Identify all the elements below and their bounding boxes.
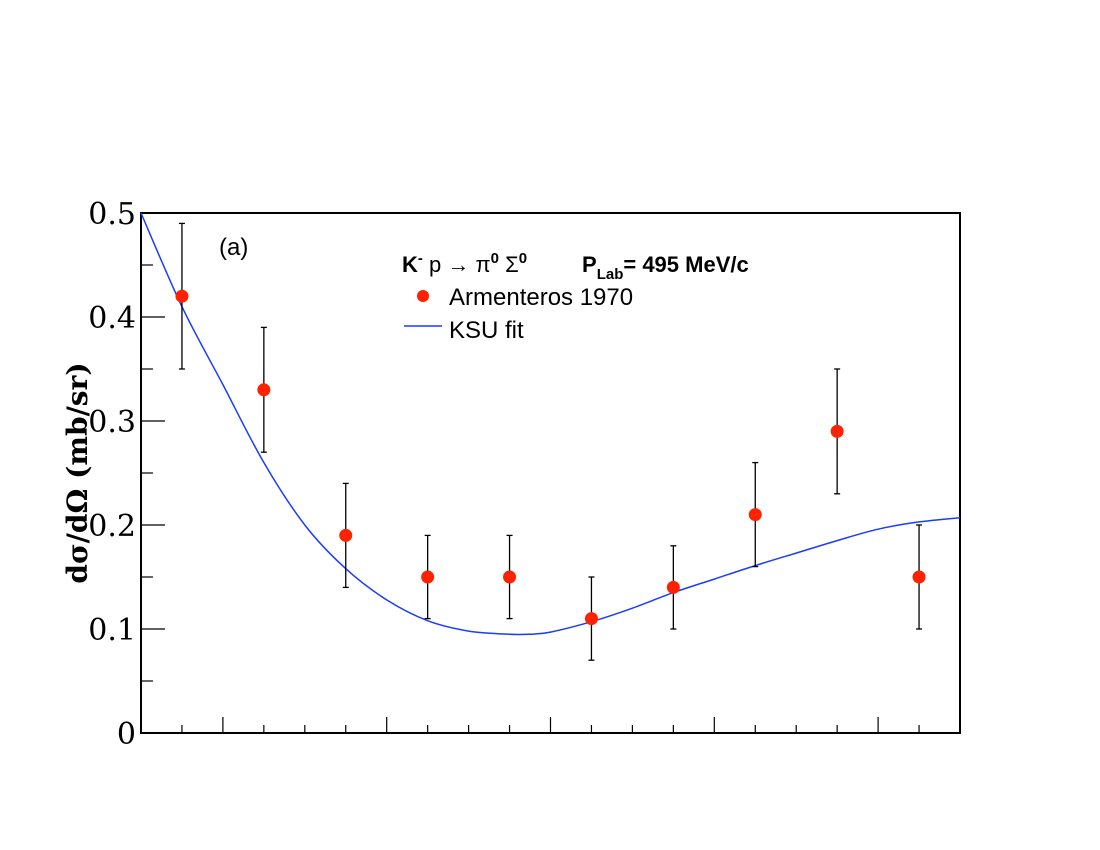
y-tick-label: 0.5: [88, 197, 136, 232]
reaction-pion-charge: 0: [491, 250, 499, 267]
data-point: [503, 570, 517, 584]
panel-label: (a): [219, 234, 248, 261]
y-tick-label: 0: [117, 717, 136, 752]
data-point: [912, 570, 926, 584]
data-point: [421, 570, 435, 584]
data-point: [584, 612, 598, 626]
data-point: [175, 289, 189, 303]
y-tick-label: 0.4: [88, 301, 136, 336]
svg-text:K- p → π0 Σ0: K- p → π0 Σ0: [402, 250, 527, 277]
y-axis-ticks: [141, 212, 165, 734]
data-point: [748, 508, 762, 522]
legend-marker-armenteros: [417, 290, 429, 302]
plab-value: = 495 MeV/c: [623, 252, 748, 277]
armenteros-data-points: [175, 222, 926, 661]
ksu-fit-curve: [140, 212, 961, 636]
legend-label-armenteros: Armenteros 1970: [449, 284, 633, 311]
y-axis-tick-labels: 0 0.1 0.2 0.3 0.4 0.5: [88, 197, 136, 752]
x-axis-ticks: [140, 717, 961, 733]
legend: Armenteros 1970 KSU fit: [404, 284, 633, 344]
data-point: [339, 528, 353, 542]
reaction-sigma: Σ: [499, 252, 519, 277]
y-tick-label: 0.2: [88, 509, 136, 544]
data-point: [257, 383, 271, 397]
svg-text:PLab= 495 MeV/c: PLab= 495 MeV/c: [582, 252, 749, 283]
y-tick-label: 0.3: [88, 405, 136, 440]
reaction-title: K- p → π0 Σ0 PLab= 495 MeV/c: [402, 250, 749, 283]
data-point: [666, 580, 680, 594]
plab-symbol: P: [582, 252, 597, 277]
plab-subscript: Lab: [597, 266, 624, 283]
y-tick-label: 0.1: [88, 613, 136, 648]
reaction-kaon-charge: -: [418, 250, 423, 267]
reaction-kaon: K: [402, 252, 418, 277]
data-point: [830, 424, 844, 438]
reaction-sigma-charge: 0: [519, 250, 527, 267]
legend-label-ksu: KSU fit: [449, 317, 524, 344]
reaction-proton-pion: p → π: [423, 252, 491, 277]
y-axis-label: dσ/dΩ (mb/sr): [61, 362, 94, 583]
